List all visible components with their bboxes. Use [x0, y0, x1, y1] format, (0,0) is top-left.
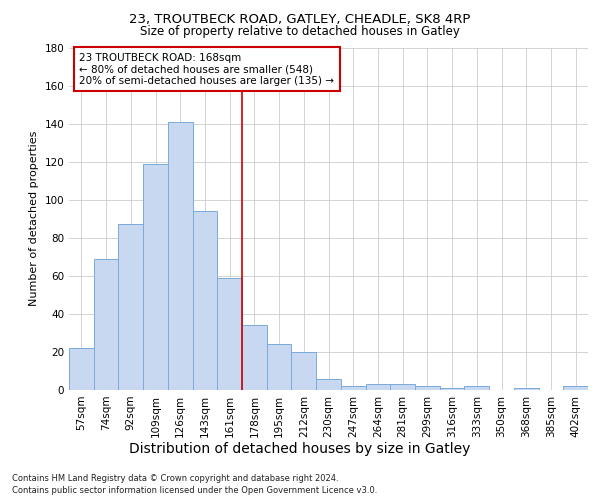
Bar [168, 122, 193, 390]
Bar [118, 224, 143, 390]
Bar [341, 386, 365, 390]
Bar [143, 164, 168, 390]
Bar [514, 388, 539, 390]
Bar [193, 211, 217, 390]
Bar [365, 384, 390, 390]
Text: 23, TROUTBECK ROAD, GATLEY, CHEADLE, SK8 4RP: 23, TROUTBECK ROAD, GATLEY, CHEADLE, SK8… [130, 12, 470, 26]
Bar [563, 386, 588, 390]
Bar [94, 258, 118, 390]
Bar [292, 352, 316, 390]
Text: 23 TROUTBECK ROAD: 168sqm
← 80% of detached houses are smaller (548)
20% of semi: 23 TROUTBECK ROAD: 168sqm ← 80% of detac… [79, 52, 334, 86]
Bar [69, 348, 94, 390]
Bar [267, 344, 292, 390]
Text: Size of property relative to detached houses in Gatley: Size of property relative to detached ho… [140, 25, 460, 38]
Text: Contains public sector information licensed under the Open Government Licence v3: Contains public sector information licen… [12, 486, 377, 495]
Bar [415, 386, 440, 390]
Y-axis label: Number of detached properties: Number of detached properties [29, 131, 39, 306]
Bar [464, 386, 489, 390]
Bar [440, 388, 464, 390]
Bar [390, 384, 415, 390]
Bar [242, 326, 267, 390]
Text: Distribution of detached houses by size in Gatley: Distribution of detached houses by size … [130, 442, 470, 456]
Bar [217, 278, 242, 390]
Text: Contains HM Land Registry data © Crown copyright and database right 2024.: Contains HM Land Registry data © Crown c… [12, 474, 338, 483]
Bar [316, 378, 341, 390]
